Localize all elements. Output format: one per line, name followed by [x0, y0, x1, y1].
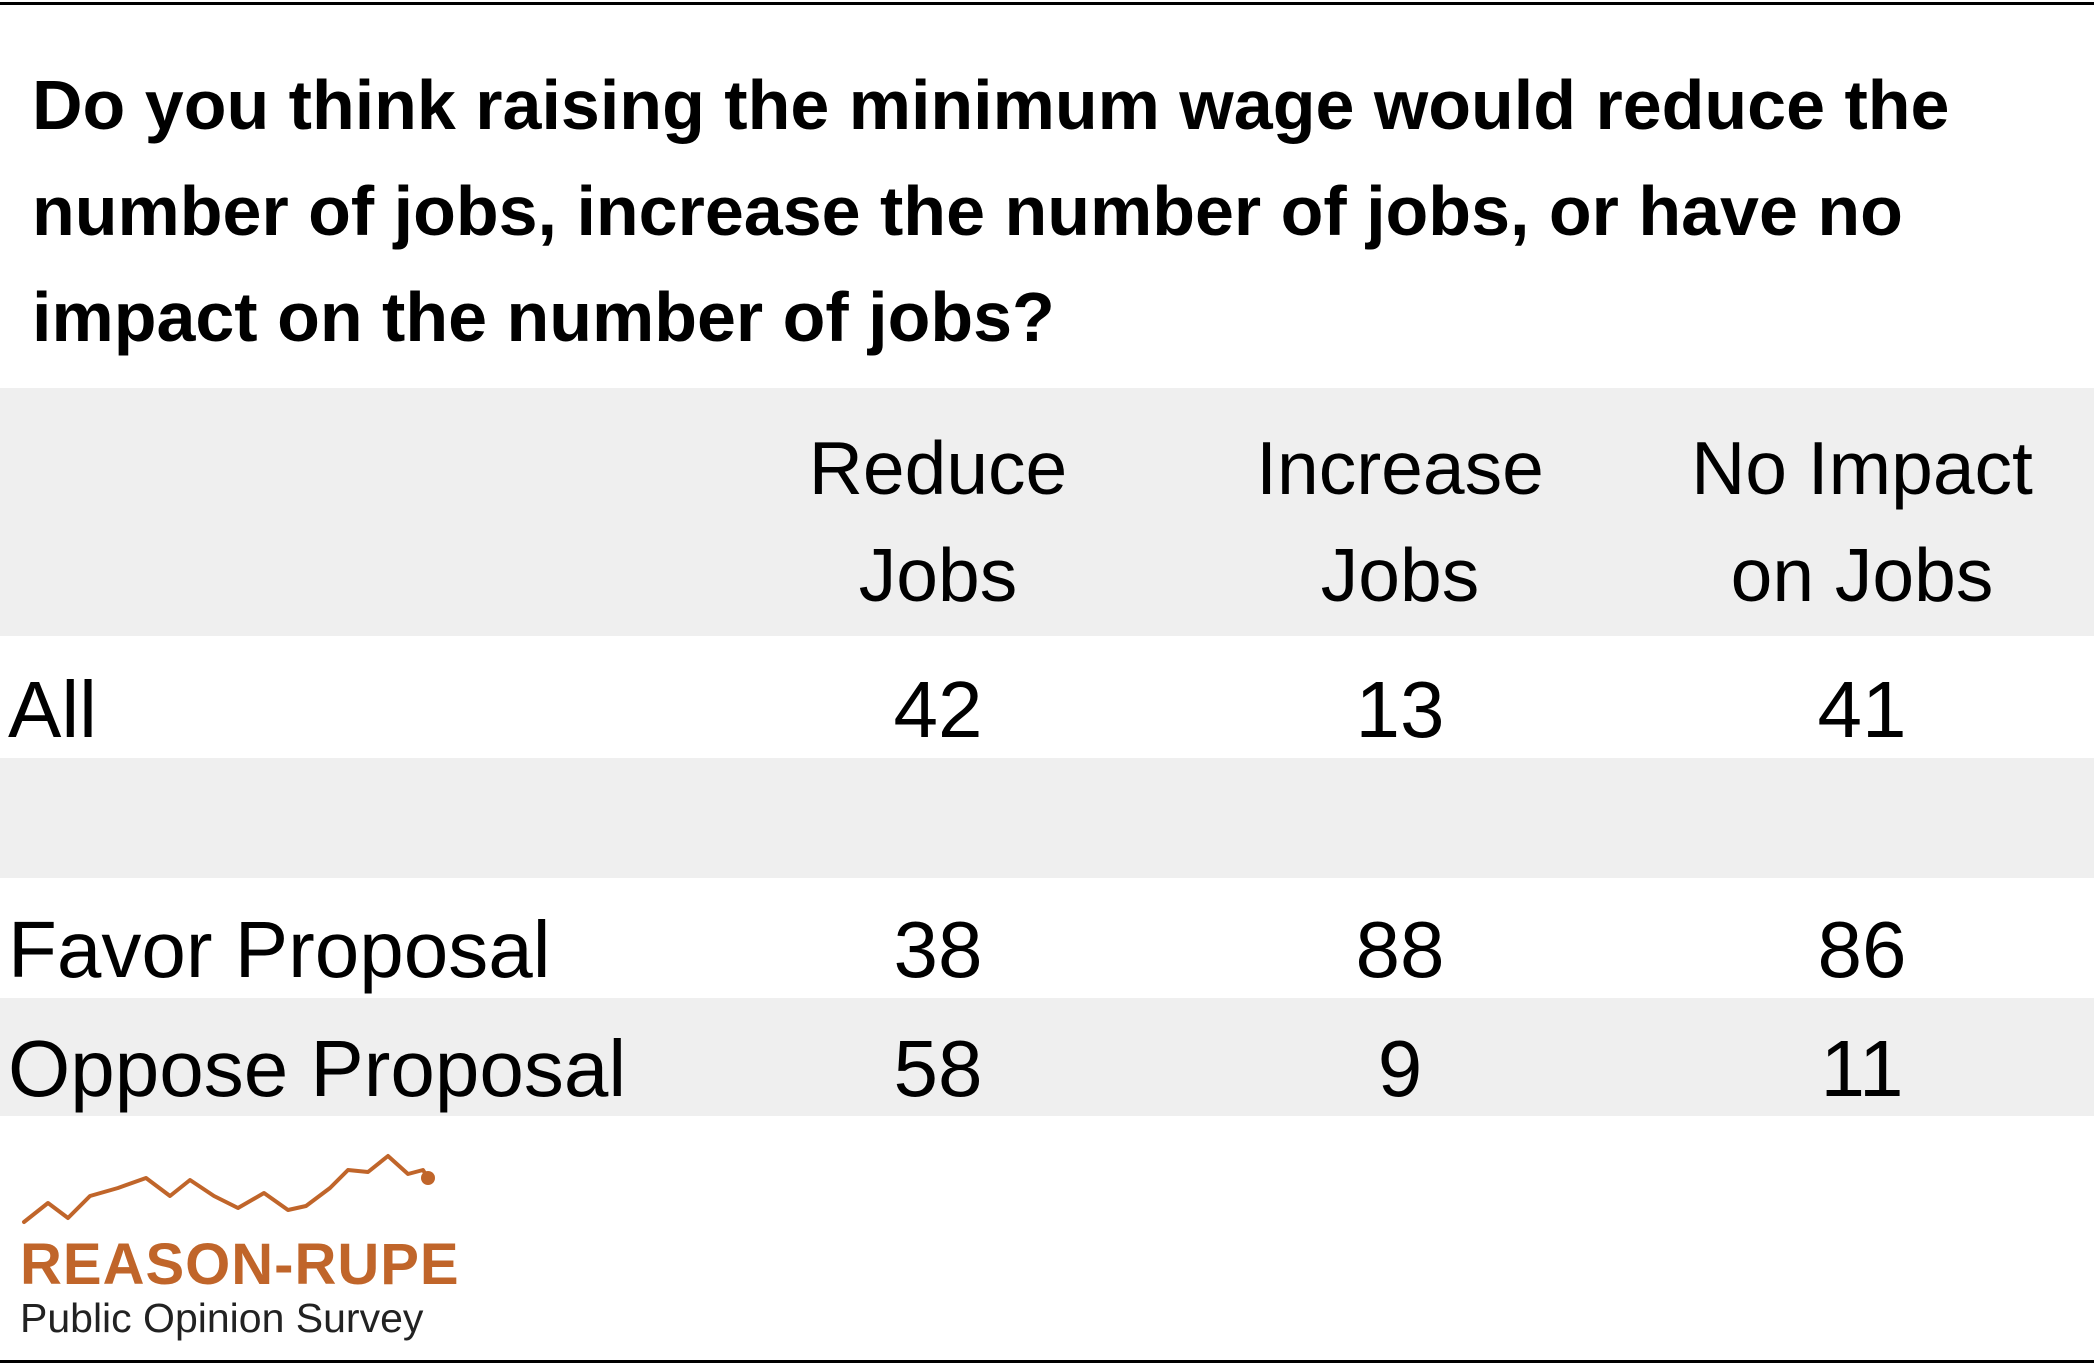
table-title: Do you think raising the minimum wage wo…: [32, 66, 1950, 356]
column-header-line: Increase: [1256, 426, 1544, 510]
cell-oppose-no-impact: 11: [1820, 1024, 1904, 1113]
column-header-line: Jobs: [858, 533, 1018, 617]
column-header-line: Reduce: [808, 426, 1068, 510]
cell-all-reduce: 42: [893, 665, 983, 754]
cell-oppose-increase: 9: [1377, 1024, 1423, 1113]
cell-favor-increase: 88: [1355, 905, 1445, 994]
cell-favor-reduce: 38: [893, 905, 983, 994]
column-header-no-impact: No Impact on Jobs: [1632, 415, 2092, 629]
column-header-reduce: Reduce Jobs: [708, 415, 1168, 629]
header-band: [0, 388, 2094, 636]
top-rule: [0, 2, 2094, 5]
column-header-increase: Increase Jobs: [1170, 415, 1630, 629]
cell-all-no-impact: 41: [1817, 665, 1907, 754]
reason-rupe-logo-icon: [22, 1154, 435, 1224]
cell-favor-no-impact: 86: [1817, 905, 1907, 994]
row-label-favor: Favor Proposal: [8, 905, 551, 994]
row-label-oppose: Oppose Proposal: [8, 1024, 627, 1113]
cell-all-increase: 13: [1355, 665, 1445, 754]
column-header-line: No Impact: [1691, 426, 2033, 510]
row-label-all: All: [8, 665, 97, 754]
cell-oppose-reduce: 58: [893, 1024, 983, 1113]
logo-tagline: Public Opinion Survey: [20, 1295, 424, 1341]
row-band-oppose: [0, 998, 2094, 1116]
bottom-rule: [0, 1360, 2094, 1363]
logo-brand: REASON-RUPE: [20, 1232, 460, 1297]
row-band-blank: [0, 758, 2094, 878]
column-header-line: Jobs: [1320, 533, 1480, 617]
column-header-line: on Jobs: [1730, 533, 1994, 617]
